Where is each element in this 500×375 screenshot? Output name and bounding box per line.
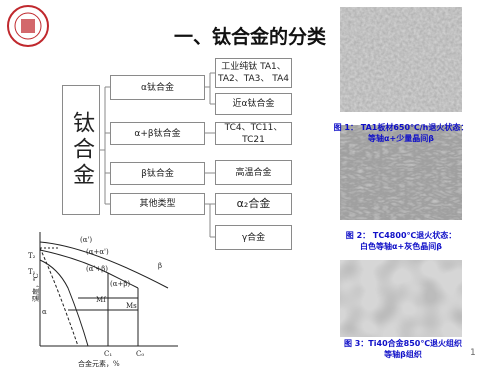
x-label: 合金元素，% [78, 359, 120, 368]
caption: 图 3：Ti40合金850℃退火组织 等轴β组织 [318, 338, 488, 360]
axis-mark: T₂ [28, 252, 36, 260]
caption-line: 等轴α+少量晶间β [368, 134, 434, 143]
axis-mark: C₁ [104, 350, 112, 358]
tree-node: β钛合金 [110, 162, 205, 185]
phase-diagram: 温度，℃ 合金元素，% (α') (α+α') (α'+β) (α+β) T₂ … [28, 232, 178, 368]
curve-label: Ms [126, 302, 137, 310]
tree-leaf: γ合金 [215, 225, 292, 250]
page-number: 1 [470, 348, 476, 358]
leaf-line: 近α钛合金 [232, 99, 275, 109]
caption-line: 图 2： TC4800℃退火状态： [345, 231, 457, 240]
tree-leaf: 高温合金 [215, 160, 292, 185]
caption-line: 图 1： TA1板材650℃/h退火状态： [333, 123, 469, 132]
region-label: β [158, 262, 162, 270]
tree-root: 钛合金 [62, 85, 100, 215]
caption-line: 白色等轴α+灰色晶间β [360, 242, 442, 251]
micrographs [340, 7, 462, 337]
title: 一、钛合金的分类 [173, 26, 326, 48]
region-label: (α'+β) [86, 265, 108, 273]
tree-node: 其他类型 [110, 193, 205, 215]
region-label: α [42, 308, 47, 316]
leaf-line: 工业纯钛 TA1、 [221, 62, 286, 72]
logo [7, 5, 49, 47]
curve-label: Mf [96, 296, 107, 304]
region-label: (α+β) [110, 280, 130, 288]
caption: 图 1： TA1板材650℃/h退火状态： 等轴α+少量晶间β [316, 122, 486, 144]
tree-node: α钛合金 [110, 75, 205, 100]
tree-leaf: 工业纯钛 TA1、 TA2、TA3、 TA4 [215, 58, 292, 88]
region-label: (α') [80, 236, 92, 244]
axis-mark: C₀ [136, 350, 144, 358]
leaf-line: 高温合金 [235, 167, 272, 178]
leaf-line: γ合金 [241, 232, 266, 243]
axis-mark: T₁ [28, 268, 36, 276]
region-label: (α+α') [86, 248, 109, 256]
caption-line: 等轴β组织 [384, 350, 422, 359]
leaf-line: TC4、TC11、TC21 [224, 122, 283, 145]
caption: 图 2： TC4800℃退火状态： 白色等轴α+灰色晶间β [316, 230, 486, 252]
tree-node: α+β钛合金 [110, 122, 205, 145]
leaf-line: α₂合金 [236, 197, 271, 210]
tree-leaf: 近α钛合金 [215, 93, 292, 115]
leaf-line: TA2、TA3、 TA4 [218, 74, 289, 84]
y-label: 温度，℃ [31, 273, 40, 302]
caption-line: 图 3：Ti40合金850℃退火组织 [343, 339, 463, 348]
tree-leaf: α₂合金 [215, 193, 292, 215]
tree-leaf: TC4、TC11、TC21 [215, 122, 292, 145]
